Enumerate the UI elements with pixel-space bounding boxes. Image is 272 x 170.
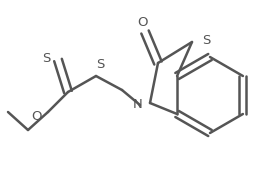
Text: S: S [96, 57, 104, 71]
Text: O: O [138, 15, 148, 29]
Text: S: S [42, 52, 50, 64]
Text: S: S [202, 33, 210, 47]
Text: O: O [31, 109, 41, 123]
Text: N: N [133, 98, 143, 112]
